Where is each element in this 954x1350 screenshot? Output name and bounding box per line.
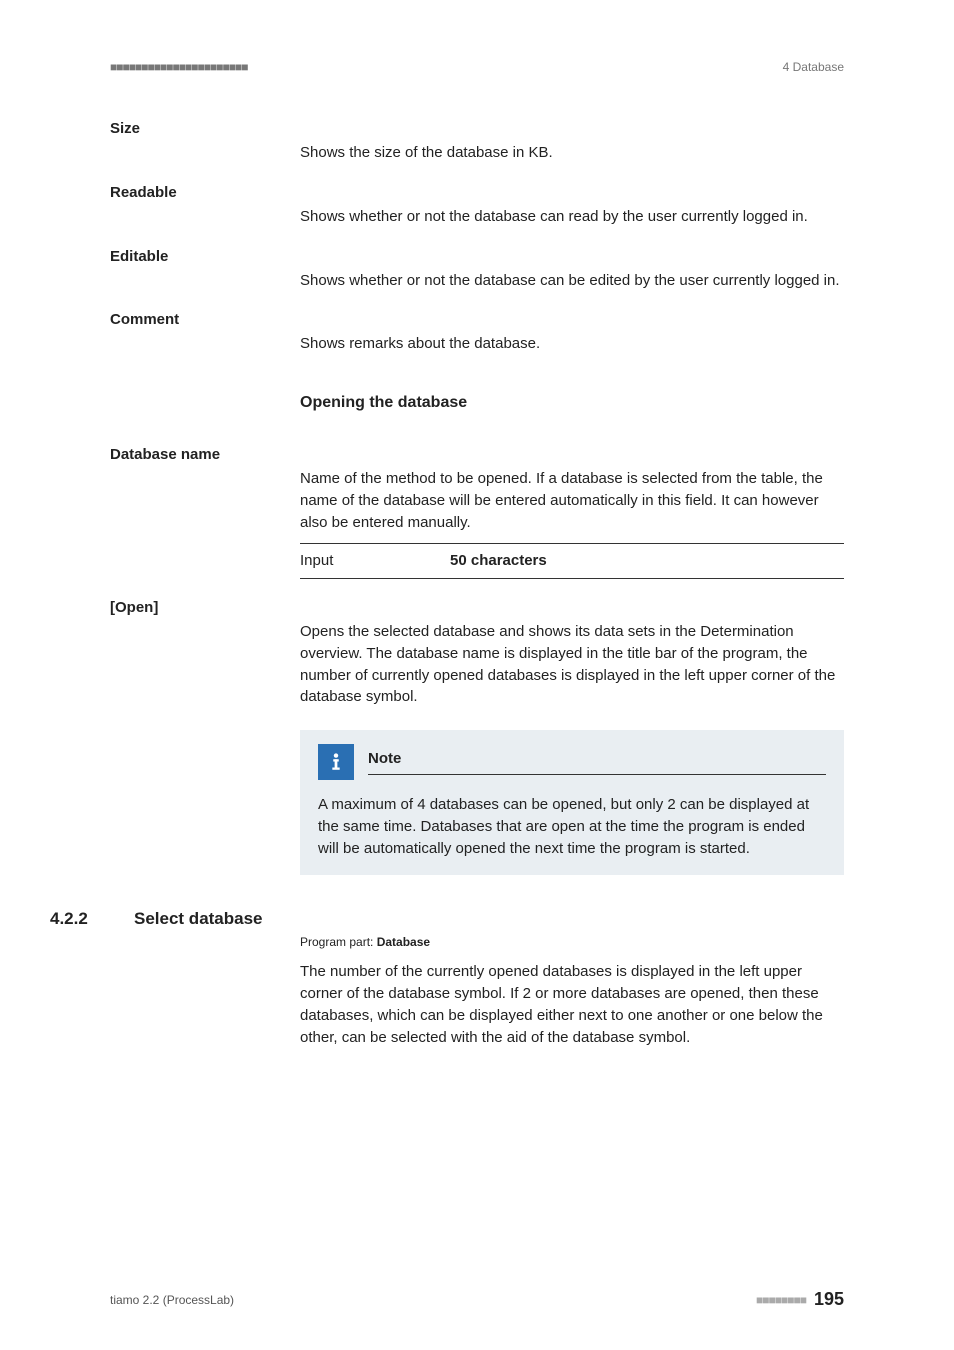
field-database-name-label: Database name	[110, 444, 300, 579]
field-database-name: Database name Name of the method to be o…	[110, 444, 844, 579]
field-readable-label: Readable	[110, 182, 300, 228]
header-right-label: 4 Database	[783, 60, 844, 74]
field-size-label: Size	[110, 118, 300, 164]
field-database-name-desc: Name of the method to be opened. If a da…	[300, 468, 844, 533]
note-header: Note	[318, 744, 826, 780]
opening-heading-row: Opening the database	[110, 373, 844, 426]
field-readable-desc: Shows whether or not the database can re…	[300, 182, 844, 228]
program-part-value: Database	[377, 935, 430, 949]
page-number: 195	[814, 1289, 844, 1310]
field-comment-desc: Shows remarks about the database.	[300, 309, 844, 355]
section-title: Select database	[134, 909, 263, 929]
section-body: The number of the currently opened datab…	[300, 961, 844, 1048]
note-title: Note	[368, 748, 826, 775]
field-editable-desc: Shows whether or not the database can be…	[300, 246, 844, 292]
input-spec-row: Input 50 characters	[300, 543, 844, 579]
field-comment: Comment Shows remarks about the database…	[110, 309, 844, 355]
field-editable-label: Editable	[110, 246, 300, 292]
program-part: Program part: Database	[300, 935, 844, 949]
field-open: [Open] Opens the selected database and s…	[110, 597, 844, 875]
page-header: ■■■■■■■■■■■■■■■■■■■■■■ 4 Database	[110, 60, 844, 74]
program-part-label: Program part:	[300, 935, 377, 949]
footer-left: tiamo 2.2 (ProcessLab)	[110, 1293, 234, 1307]
header-left-separator: ■■■■■■■■■■■■■■■■■■■■■■	[110, 60, 247, 74]
page-footer: tiamo 2.2 (ProcessLab) ■■■■■■■■ 195	[110, 1289, 844, 1310]
field-editable: Editable Shows whether or not the databa…	[110, 246, 844, 292]
section-heading: 4.2.2 Select database	[50, 909, 844, 929]
field-readable: Readable Shows whether or not the databa…	[110, 182, 844, 228]
info-icon	[318, 744, 354, 780]
opening-heading: Opening the database	[300, 391, 844, 414]
field-comment-label: Comment	[110, 309, 300, 355]
input-spec-value: 50 characters	[450, 550, 547, 572]
field-size: Size Shows the size of the database in K…	[110, 118, 844, 164]
footer-separator: ■■■■■■■■	[756, 1293, 806, 1307]
note-box: Note A maximum of 4 databases can be ope…	[300, 730, 844, 875]
field-open-label: [Open]	[110, 597, 300, 875]
input-spec-label: Input	[300, 550, 450, 572]
note-body: A maximum of 4 databases can be opened, …	[318, 794, 826, 859]
field-open-desc: Opens the selected database and shows it…	[300, 621, 844, 708]
section-number: 4.2.2	[50, 909, 110, 929]
field-size-desc: Shows the size of the database in KB.	[300, 118, 844, 164]
